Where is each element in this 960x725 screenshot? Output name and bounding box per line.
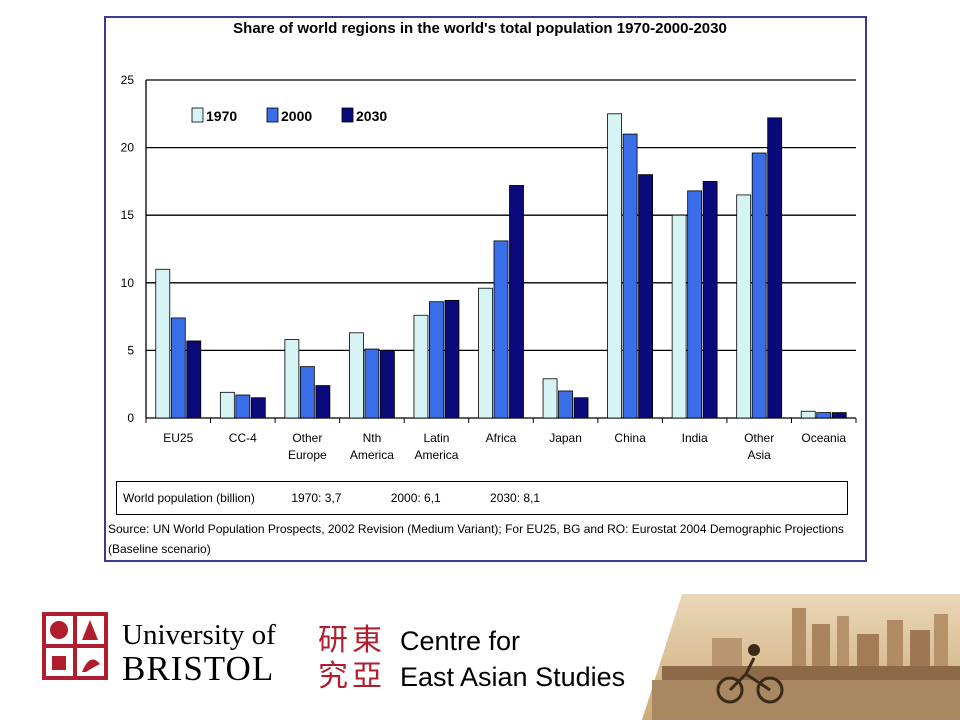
x-tick-label: India (682, 431, 708, 445)
chinese-char-1: 研 (318, 623, 348, 658)
world-population-box: World population (billion) 1970: 3,7 200… (116, 481, 848, 515)
ceas-logo: 研 東 究 亞 Centre for East Asian Studies (316, 620, 626, 701)
bristol-logo: University of BRISTOL (42, 612, 302, 697)
x-tick-label: Africa (486, 431, 517, 445)
bar-2030 (638, 174, 653, 419)
bar-1970 (800, 410, 816, 419)
university-line1: University of (122, 619, 276, 651)
x-tick-label: Asia (748, 448, 772, 462)
chinese-char-2: 東 (352, 623, 382, 658)
cyclist-skyline-icon (642, 594, 960, 720)
x-tick-label: America (350, 448, 394, 462)
x-tick-label: China (614, 431, 646, 445)
bar-2000 (816, 412, 832, 419)
bar-2030 (573, 397, 589, 419)
bar-2000 (558, 390, 573, 419)
legend-swatch-2000 (266, 107, 279, 123)
chart-title: Share of world regions in the world's to… (233, 20, 727, 37)
bar-2000 (687, 190, 703, 419)
y-tick-label: 15 (121, 208, 135, 222)
x-tick-label: Latin (423, 431, 449, 445)
bar-1970 (607, 113, 622, 419)
bar-2030 (831, 412, 847, 419)
bar-1970 (349, 332, 364, 419)
chinese-char-4: 亞 (352, 659, 382, 694)
y-tick-label: 20 (121, 141, 135, 155)
x-tick-label: Japan (549, 431, 582, 445)
bar-1970 (284, 339, 300, 419)
legend-label-2000: 2000 (281, 108, 312, 124)
centre-line2: East Asian Studies (400, 662, 625, 692)
city-skyline-photo (642, 594, 960, 725)
legend-swatch-1970 (191, 107, 204, 123)
x-tick-label: CC-4 (229, 431, 257, 445)
x-tick-label: Nth (363, 431, 382, 445)
bar-2030 (380, 349, 395, 419)
centre-line1: Centre for (400, 626, 520, 656)
bar-2000 (751, 152, 767, 419)
bar-1970 (671, 214, 687, 419)
university-line2: BRISTOL (122, 649, 274, 688)
chinese-char-3: 究 (318, 659, 348, 694)
y-tick-label: 0 (127, 411, 134, 425)
bar-1970 (542, 378, 558, 419)
footer: University of BRISTOL 研 東 究 亞 Centre for… (0, 576, 960, 720)
bar-2000 (364, 348, 380, 419)
bar-2000 (235, 394, 251, 419)
bar-1970 (219, 391, 235, 419)
bar-2030 (186, 340, 202, 419)
bar-2030 (250, 397, 266, 419)
y-tick-label: 5 (127, 343, 134, 357)
bar-1970 (413, 314, 429, 419)
bar-2000 (170, 317, 186, 419)
x-tick-label: Other (744, 431, 774, 445)
bar-2030 (444, 299, 460, 419)
x-tick-label: America (414, 448, 458, 462)
legend-label-1970: 1970 (206, 108, 237, 124)
legend-swatch-2030 (341, 107, 354, 123)
bar-chart: 0 5 10 15 20 25 EU25 CC-4 Other Europe Nth America L… (121, 73, 857, 462)
y-tick-label: 25 (121, 73, 135, 87)
bar-1970 (478, 287, 493, 419)
ceas-seal-icon: 研 東 究 亞 Centre for East Asian Studies (318, 623, 625, 694)
bar-2030 (315, 385, 331, 419)
bar-1970 (155, 268, 171, 419)
world-population-1970: 1970: 3,7 (291, 491, 342, 505)
bar-2000 (299, 366, 315, 419)
legend-label-2030: 2030 (356, 108, 387, 124)
y-tick-label: 10 (121, 276, 135, 290)
bar-2000 (429, 301, 444, 419)
world-population-2030: 2030: 8,1 (490, 491, 541, 505)
x-tick-label: Oceania (801, 431, 846, 445)
world-population-2000: 2000: 6,1 (390, 491, 441, 505)
bar-2000 (493, 240, 509, 419)
bar-2000 (622, 133, 638, 419)
x-tick-label: EU25 (163, 431, 193, 445)
bar-2030 (702, 180, 718, 419)
x-tick-label: Europe (288, 448, 327, 462)
x-tick-label: Other (292, 431, 322, 445)
bristol-crest-icon: University of BRISTOL (42, 612, 276, 688)
bar-2030 (509, 185, 524, 419)
bar-1970 (736, 194, 752, 419)
world-population-label: World population (billion) (123, 491, 255, 505)
bar-2030 (767, 117, 783, 419)
source-note: Source: UN World Population Prospects, 2… (108, 522, 844, 556)
